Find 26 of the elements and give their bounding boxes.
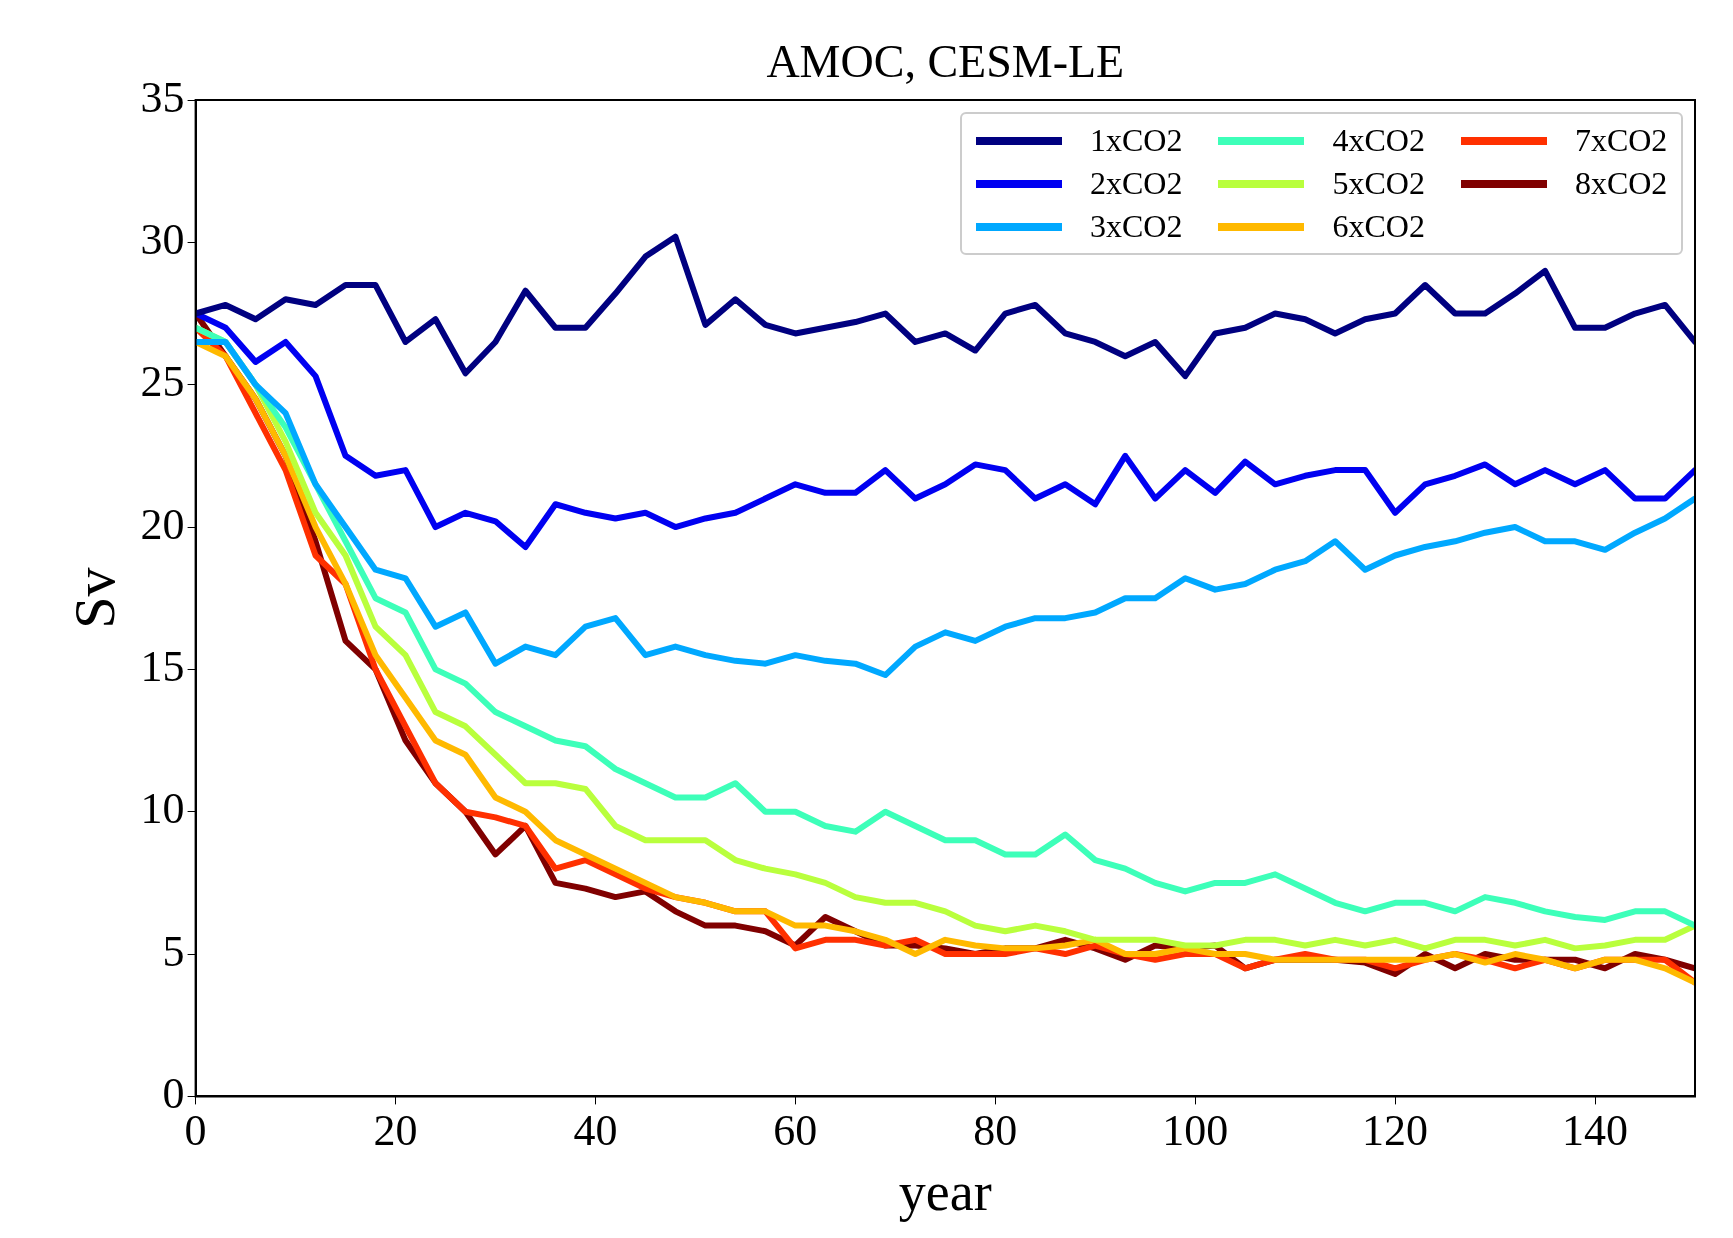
legend-label: 5xCO2 — [1332, 165, 1425, 202]
x-axis-title: year — [898, 1161, 992, 1222]
y-tick-label: 10 — [140, 784, 185, 834]
x-tick-label: 60 — [773, 1106, 818, 1156]
legend-label: 4xCO2 — [1332, 122, 1425, 159]
x-tick-label: 100 — [1162, 1106, 1229, 1156]
legend-label: 7xCO2 — [1574, 122, 1668, 159]
y-tick-label: 20 — [140, 499, 185, 549]
y-tick-label: 15 — [140, 641, 185, 691]
x-tick-label: 140 — [1562, 1106, 1629, 1156]
legend-label: 6xCO2 — [1332, 208, 1425, 245]
legend-label: 8xCO2 — [1574, 165, 1668, 202]
y-tick-label: 0 — [162, 1068, 185, 1118]
legend-label: 3xCO2 — [1090, 208, 1183, 245]
y-tick-label: 5 — [162, 926, 185, 976]
y-tick-label: 30 — [140, 214, 185, 264]
y-tick-label: 35 — [140, 72, 185, 122]
x-tick-label: 40 — [573, 1106, 618, 1156]
y-axis-title: Sv — [62, 567, 128, 629]
y-tick-label: 25 — [140, 357, 185, 407]
x-tick-label: 80 — [973, 1106, 1018, 1156]
legend-label: 1xCO2 — [1090, 122, 1183, 159]
x-tick-label: 20 — [373, 1106, 418, 1156]
x-tick-label: 120 — [1362, 1106, 1429, 1156]
legend-label: 2xCO2 — [1090, 165, 1183, 202]
chart-title: AMOC, CESM-LE — [766, 36, 1125, 88]
